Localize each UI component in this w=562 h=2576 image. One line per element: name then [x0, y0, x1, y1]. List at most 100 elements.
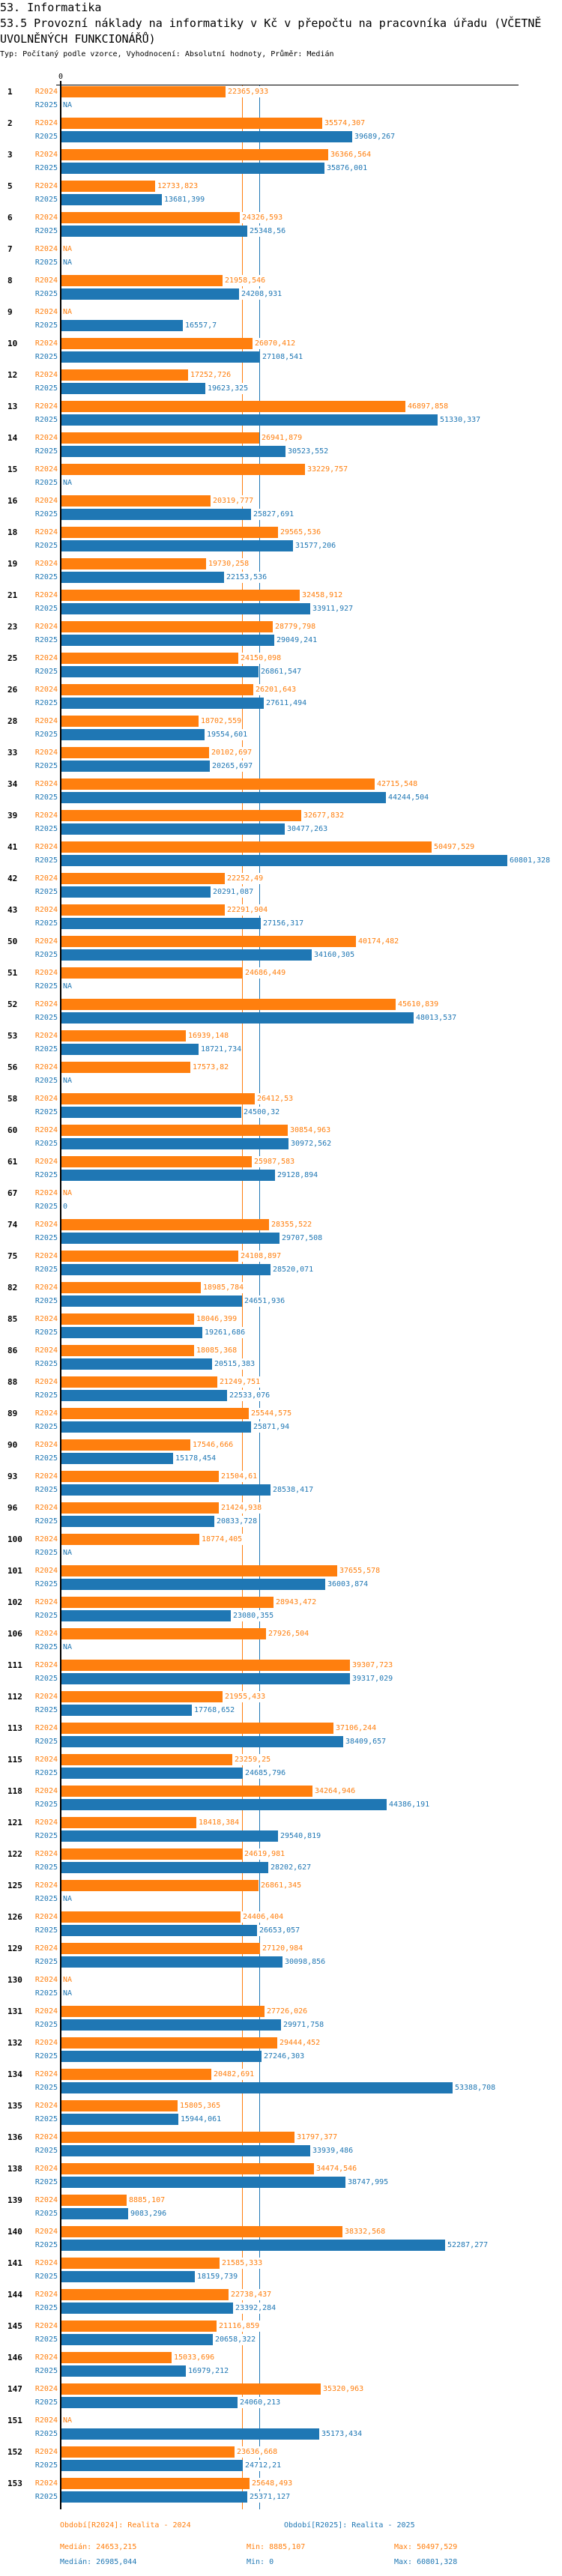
na-label: NA	[62, 477, 73, 489]
series-label: R2024	[34, 1378, 58, 1386]
series-label: R2024	[34, 214, 58, 222]
bar-r2025	[61, 2460, 243, 2471]
series-label: R2024	[34, 1032, 58, 1040]
bar-r2025	[61, 855, 507, 866]
bar-r2024	[61, 1691, 223, 1702]
category-label: 52	[7, 1000, 18, 1009]
bar-r2024	[61, 527, 278, 538]
series-label: R2024	[34, 654, 58, 662]
category-label: 111	[7, 1660, 22, 1670]
bar-r2025	[61, 1421, 251, 1433]
value-label: 19261,686	[204, 1327, 247, 1338]
legend-period-r2025: Období[R2025]: Realita - 2025	[284, 2521, 415, 2530]
series-label: R2025	[34, 1989, 58, 1998]
category-label: 43	[7, 905, 18, 915]
bar-r2024	[61, 2069, 211, 2080]
bar-r2024	[61, 590, 300, 601]
value-label: 34160,305	[313, 949, 356, 961]
series-label: R2025	[34, 856, 58, 865]
bar-r2024	[61, 1408, 249, 1419]
value-label: 30098,856	[284, 1956, 327, 1968]
indicator-title: 53.5 Provozní náklady na informatiky v K…	[0, 16, 542, 46]
value-label: 9083,296	[130, 2208, 168, 2219]
value-label: 22365,933	[227, 86, 270, 97]
series-label: R2025	[34, 2210, 58, 2218]
category-label: 1	[7, 87, 13, 97]
category-label: 23	[7, 622, 18, 632]
category-label: 18	[7, 527, 18, 537]
value-label: 34264,946	[314, 1786, 357, 1797]
series-label: R2025	[34, 1801, 58, 1809]
value-label: 18721,734	[200, 1044, 243, 1055]
series-label: R2024	[34, 1063, 58, 1071]
stat-median-r2025: Medián: 26985,044	[60, 2558, 137, 2566]
series-label: R2025	[34, 258, 58, 267]
series-label: R2025	[34, 1077, 58, 1085]
category-label: 67	[7, 1188, 18, 1198]
bar-r2024	[61, 2226, 342, 2237]
series-label: R2025	[34, 2461, 58, 2470]
series-label: R2025	[34, 2398, 58, 2407]
bar-r2024	[61, 2163, 314, 2174]
category-label: 28	[7, 716, 18, 726]
bar-r2024	[61, 2383, 321, 2395]
category-label: 41	[7, 842, 18, 852]
bar-r2025	[61, 2334, 213, 2345]
bar-r2024	[61, 684, 253, 695]
category-label: 74	[7, 1220, 18, 1230]
bar-r2025	[61, 1295, 242, 1307]
category-label: 39	[7, 811, 18, 820]
bar-r2025	[61, 194, 162, 205]
series-label: R2025	[34, 888, 58, 896]
value-label: 25371,127	[249, 2491, 291, 2503]
value-label: 27926,504	[268, 1628, 310, 1639]
stat-max-r2025: Max: 60801,328	[394, 2558, 458, 2566]
value-label: 18774,405	[201, 1534, 244, 1545]
value-label: 28943,472	[275, 1597, 318, 1608]
value-label: 23392,284	[235, 2303, 277, 2314]
bar-r2025	[61, 163, 324, 174]
bar-r2024	[61, 118, 322, 129]
value-label: 13681,399	[163, 194, 206, 205]
value-label: 24150,098	[240, 653, 282, 664]
series-label: R2025	[34, 1171, 58, 1179]
category-label: 9	[7, 307, 13, 317]
series-label: R2024	[34, 1693, 58, 1701]
value-label: 18418,384	[198, 1817, 241, 1828]
bar-r2024	[61, 1030, 186, 1041]
na-label: NA	[62, 306, 73, 318]
bar-r2025	[61, 1484, 271, 1496]
bar-r2024	[61, 1848, 242, 1860]
na-label: NA	[62, 1642, 73, 1653]
series-label: R2024	[34, 2102, 58, 2110]
category-label: 19	[7, 559, 18, 569]
value-label: 20102,697	[211, 747, 253, 758]
bar-r2024	[61, 212, 240, 223]
bar-r2024	[61, 999, 396, 1010]
bar-r2025	[61, 540, 293, 551]
bar-r2024	[61, 1754, 232, 1765]
series-label: R2025	[34, 353, 58, 361]
series-label: R2024	[34, 1126, 58, 1134]
value-label: 30972,562	[290, 1138, 333, 1149]
value-label: 37655,578	[339, 1565, 381, 1576]
bar-r2024	[61, 1313, 194, 1325]
value-label: 27726,026	[266, 2006, 309, 2017]
series-label: R2025	[34, 1612, 58, 1620]
bar-r2024	[61, 1817, 196, 1828]
value-label: 24500,32	[243, 1107, 281, 1118]
value-label: 35320,963	[322, 2383, 365, 2395]
category-label: 113	[7, 1723, 22, 1733]
category-label: 126	[7, 1912, 22, 1922]
series-label: R2025	[34, 1108, 58, 1116]
bar-r2025	[61, 1768, 243, 1779]
series-label: R2024	[34, 497, 58, 505]
series-label: R2025	[34, 479, 58, 487]
na-label: NA	[62, 1893, 73, 1905]
series-label: R2025	[34, 1045, 58, 1053]
bar-r2025	[61, 414, 438, 426]
series-label: R2024	[34, 308, 58, 316]
category-label: 25	[7, 653, 18, 663]
category-label: 122	[7, 1849, 22, 1859]
category-label: 147	[7, 2384, 22, 2394]
